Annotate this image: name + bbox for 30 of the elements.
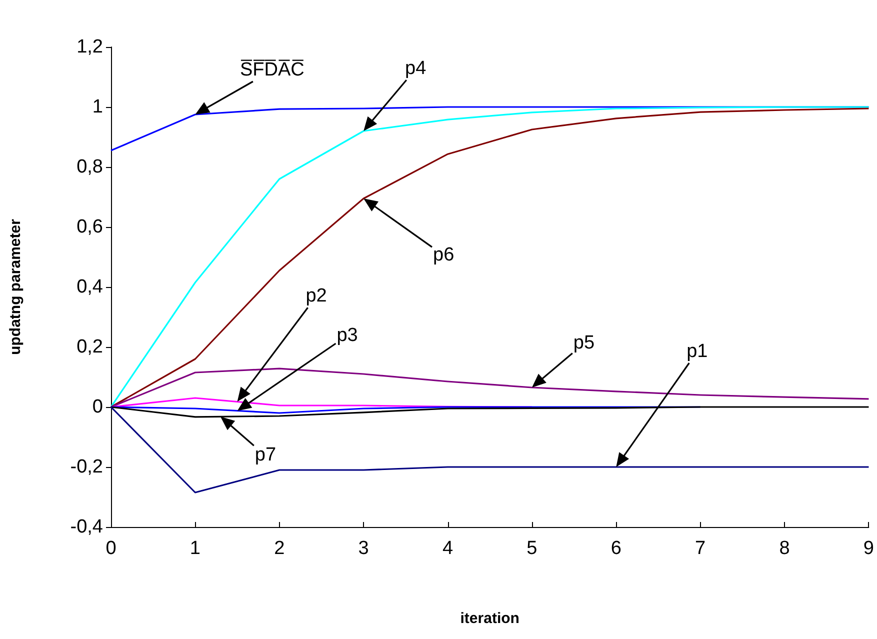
- x-tick-label: 3: [358, 538, 369, 559]
- x-tick-label: 9: [863, 538, 874, 559]
- y-tick-label: 0,6: [76, 216, 103, 238]
- x-tick-label: 0: [106, 538, 116, 559]
- annotation: p4: [405, 58, 427, 79]
- y-tick-label: 1,2: [76, 36, 103, 58]
- x-tick-label: 5: [526, 538, 538, 559]
- x-axis-title: iteration: [460, 610, 520, 627]
- y-tick-label: 0,2: [76, 336, 103, 358]
- x-tick-label: 6: [610, 538, 622, 559]
- x-tick-label: 2: [274, 538, 285, 559]
- x-tick-label: 7: [695, 538, 706, 559]
- y-tick-label: 0,8: [76, 156, 103, 178]
- y-axis-title: updatng parameter: [7, 218, 24, 355]
- annotation: p6: [433, 244, 454, 266]
- annotation: p1: [686, 341, 708, 362]
- y-tick-label: -0,4: [70, 516, 104, 538]
- annotation: p7: [254, 444, 276, 466]
- annotation: p2: [306, 286, 327, 307]
- x-tick-label: 4: [442, 538, 454, 559]
- annotation: p3: [336, 324, 358, 346]
- y-tick-label: 0: [92, 396, 103, 418]
- line-series: [110, 368, 870, 408]
- y-tick-label: 0,4: [76, 276, 104, 298]
- y-tick-label: 1: [92, 96, 103, 118]
- annotation: S̅F̅D̅A̅C̅: [240, 60, 304, 80]
- x-tick-label: 1: [190, 538, 200, 559]
- x-tick-label: 8: [779, 538, 790, 559]
- y-tick-label: -0,2: [70, 456, 103, 478]
- annotation: p5: [573, 332, 595, 354]
